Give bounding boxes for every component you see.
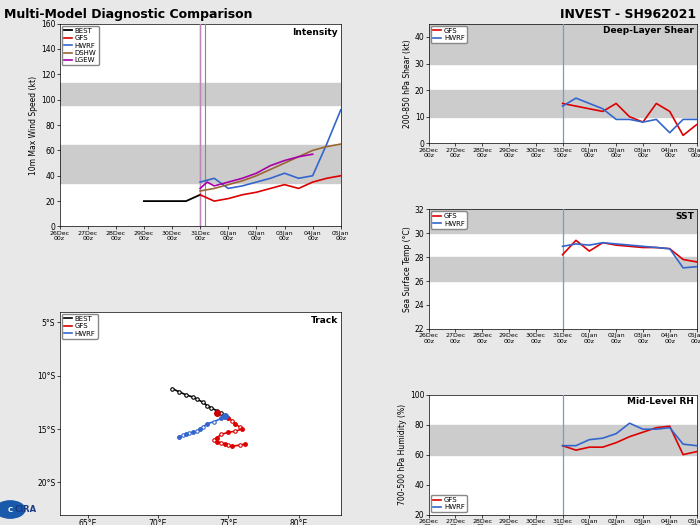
Text: SST: SST bbox=[675, 212, 694, 220]
Legend: BEST, GFS, HWRF: BEST, GFS, HWRF bbox=[62, 314, 98, 339]
Text: CIRA: CIRA bbox=[15, 505, 37, 514]
Legend: BEST, GFS, HWRF, DSHW, LGEW: BEST, GFS, HWRF, DSHW, LGEW bbox=[62, 26, 99, 66]
Y-axis label: 200-850 hPa Shear (kt): 200-850 hPa Shear (kt) bbox=[403, 39, 412, 128]
Text: Multi-Model Diagnostic Comparison: Multi-Model Diagnostic Comparison bbox=[4, 8, 252, 21]
Y-axis label: Sea Surface Temp (°C): Sea Surface Temp (°C) bbox=[403, 226, 412, 312]
Bar bbox=[428, 257, 696, 281]
Legend: GFS, HWRF: GFS, HWRF bbox=[430, 26, 467, 43]
Text: C: C bbox=[8, 507, 13, 512]
Bar bbox=[428, 24, 696, 64]
Bar bbox=[428, 90, 696, 117]
Text: Intensity: Intensity bbox=[293, 28, 338, 37]
Y-axis label: 10m Max Wind Speed (kt): 10m Max Wind Speed (kt) bbox=[29, 76, 38, 175]
Circle shape bbox=[0, 501, 25, 518]
Bar bbox=[60, 83, 341, 105]
Legend: GFS, HWRF: GFS, HWRF bbox=[430, 211, 467, 229]
Bar bbox=[428, 209, 696, 233]
Bar bbox=[60, 145, 341, 183]
Legend: GFS, HWRF: GFS, HWRF bbox=[430, 495, 467, 512]
Text: INVEST - SH962021: INVEST - SH962021 bbox=[561, 8, 696, 21]
Text: Deep-Layer Shear: Deep-Layer Shear bbox=[603, 26, 694, 35]
Bar bbox=[428, 425, 696, 455]
Text: Track: Track bbox=[311, 316, 338, 325]
Text: Mid-Level RH: Mid-Level RH bbox=[627, 397, 694, 406]
Y-axis label: 700-500 hPa Humidity (%): 700-500 hPa Humidity (%) bbox=[398, 404, 407, 505]
